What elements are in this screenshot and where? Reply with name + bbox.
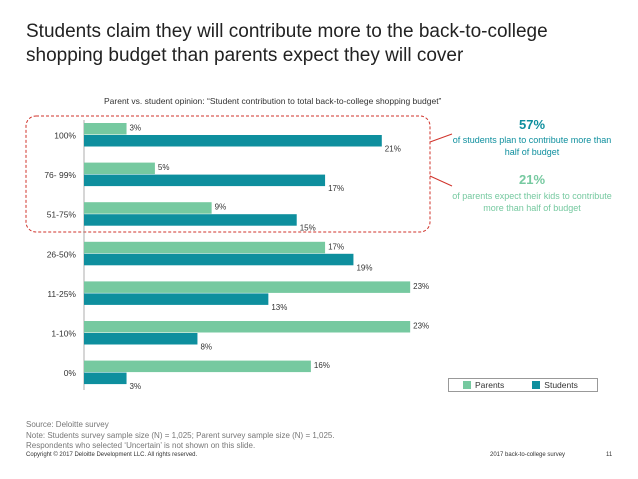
footer-copyright: Copyright © 2017 Deloitte Development LL… [26,452,198,458]
bar-parents-3 [84,241,326,254]
data-label-parents-1: 5% [158,163,170,172]
bar-parents-5 [84,321,411,333]
note-text: Note: Students survey sample size (N) = … [26,430,335,440]
bar-students-1 [84,174,326,187]
data-label-parents-0: 3% [130,124,142,133]
y-tick-label: 26-50% [47,249,77,259]
source-notes: Source: Deloitte survey Note: Students s… [26,420,446,452]
callout-students-pct: 57% [518,117,546,132]
bar-students-5 [84,333,198,345]
bar-students-0 [84,135,382,147]
callout-students-text: of students plan to contribute more than… [452,135,612,157]
bar-parents-2 [84,202,212,214]
page-number: 11 [606,452,613,458]
data-label-parents-4: 23% [413,282,429,291]
slide-title: Students claim they will contribute more… [26,21,548,66]
y-tick-label: 100% [54,131,76,141]
legend-parents-swatch [463,381,471,389]
legend-parents: Parents [463,380,504,390]
bar-students-6 [84,372,127,385]
bar-parents-0 [84,123,127,135]
footer-survey: 2017 back-to-college survey [490,452,566,458]
data-label-students-6: 3% [130,382,142,391]
data-label-students-0: 21% [385,145,401,154]
bar-parents-4 [84,281,411,293]
y-tick-label: 51-75% [47,210,77,220]
data-label-parents-3: 17% [328,242,344,251]
bar-students-4 [84,293,269,305]
source-text: Source: Deloitte survey [26,420,109,429]
data-label-students-1: 17% [328,184,344,193]
data-label-students-5: 8% [200,343,212,352]
y-tick-label: 76- 99% [44,170,76,180]
legend-parents-label: Parents [475,380,505,390]
y-tick-label: 0% [64,368,77,378]
bar-students-2 [84,214,297,226]
data-label-students-2: 15% [300,224,316,233]
note2-text: Respondents who selected ‘Uncertain’ is … [26,441,256,450]
data-label-parents-5: 23% [413,322,429,331]
y-tick-label: 11-25% [47,289,76,299]
data-label-students-4: 13% [271,303,287,312]
y-tick-label: 1-10% [51,329,76,339]
bar-parents-6 [84,360,311,373]
bar-students-3 [84,253,354,266]
legend-students: Students [532,380,578,390]
callout-parents-pct: 21% [518,172,546,187]
highlight-box [25,115,431,233]
data-label-parents-6: 16% [314,361,330,370]
chart-subtitle: Parent vs. student opinion: “Student con… [104,96,442,106]
bar-parents-1 [84,162,155,175]
chart-legend: Parents Students [448,378,598,392]
legend-students-swatch [532,381,541,389]
callout-connector-students [429,133,453,143]
callout-parents-text: of parents expect their kids to contribu… [452,191,612,213]
callout-connector-parents [429,175,453,187]
data-label-students-3: 19% [356,263,372,272]
legend-students-label: Students [544,380,578,390]
data-label-parents-2: 9% [215,203,227,212]
